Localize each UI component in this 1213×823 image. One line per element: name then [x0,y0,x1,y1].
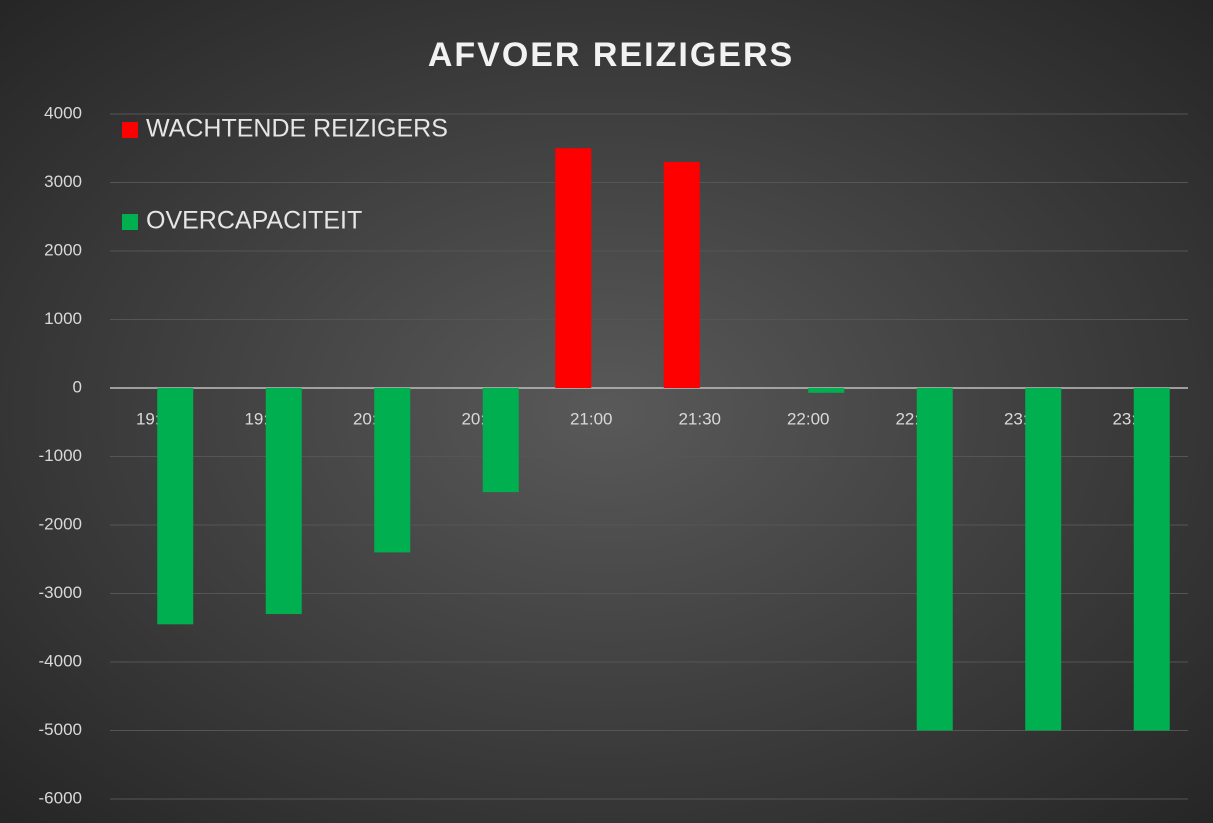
y-tick-label: -3000 [39,583,82,602]
y-tick-label: 0 [73,377,82,396]
bar [1133,388,1170,731]
bar [265,388,302,615]
x-tick-label: 22:00 [787,409,830,428]
y-tick-label: -4000 [39,651,82,670]
y-tick-label: 3000 [44,172,82,191]
chart-title: AFVOER REIZIGERS [428,36,794,74]
y-tick-label: 4000 [44,103,82,122]
bar [555,148,592,388]
y-tick-label: 1000 [44,309,82,328]
y-tick-label: -6000 [39,788,82,807]
x-tick-label: 21:00 [570,409,613,428]
y-tick-label: -2000 [39,514,82,533]
y-tick-label: 2000 [44,240,82,259]
bar [663,161,700,388]
y-tick-label: -1000 [39,446,82,465]
legend-label: WACHTENDE REIZIGERS [146,115,448,143]
legend-swatch [122,122,138,138]
legend-swatch [122,214,138,230]
legend-label: OVERCAPACITEIT [146,207,362,235]
bar [374,388,411,553]
bar [808,388,845,393]
y-tick-label: -5000 [39,720,82,739]
x-tick-label: 21:30 [678,409,721,428]
bar [482,388,519,493]
bar [916,388,953,731]
bar [1025,388,1062,731]
bar [157,388,194,625]
